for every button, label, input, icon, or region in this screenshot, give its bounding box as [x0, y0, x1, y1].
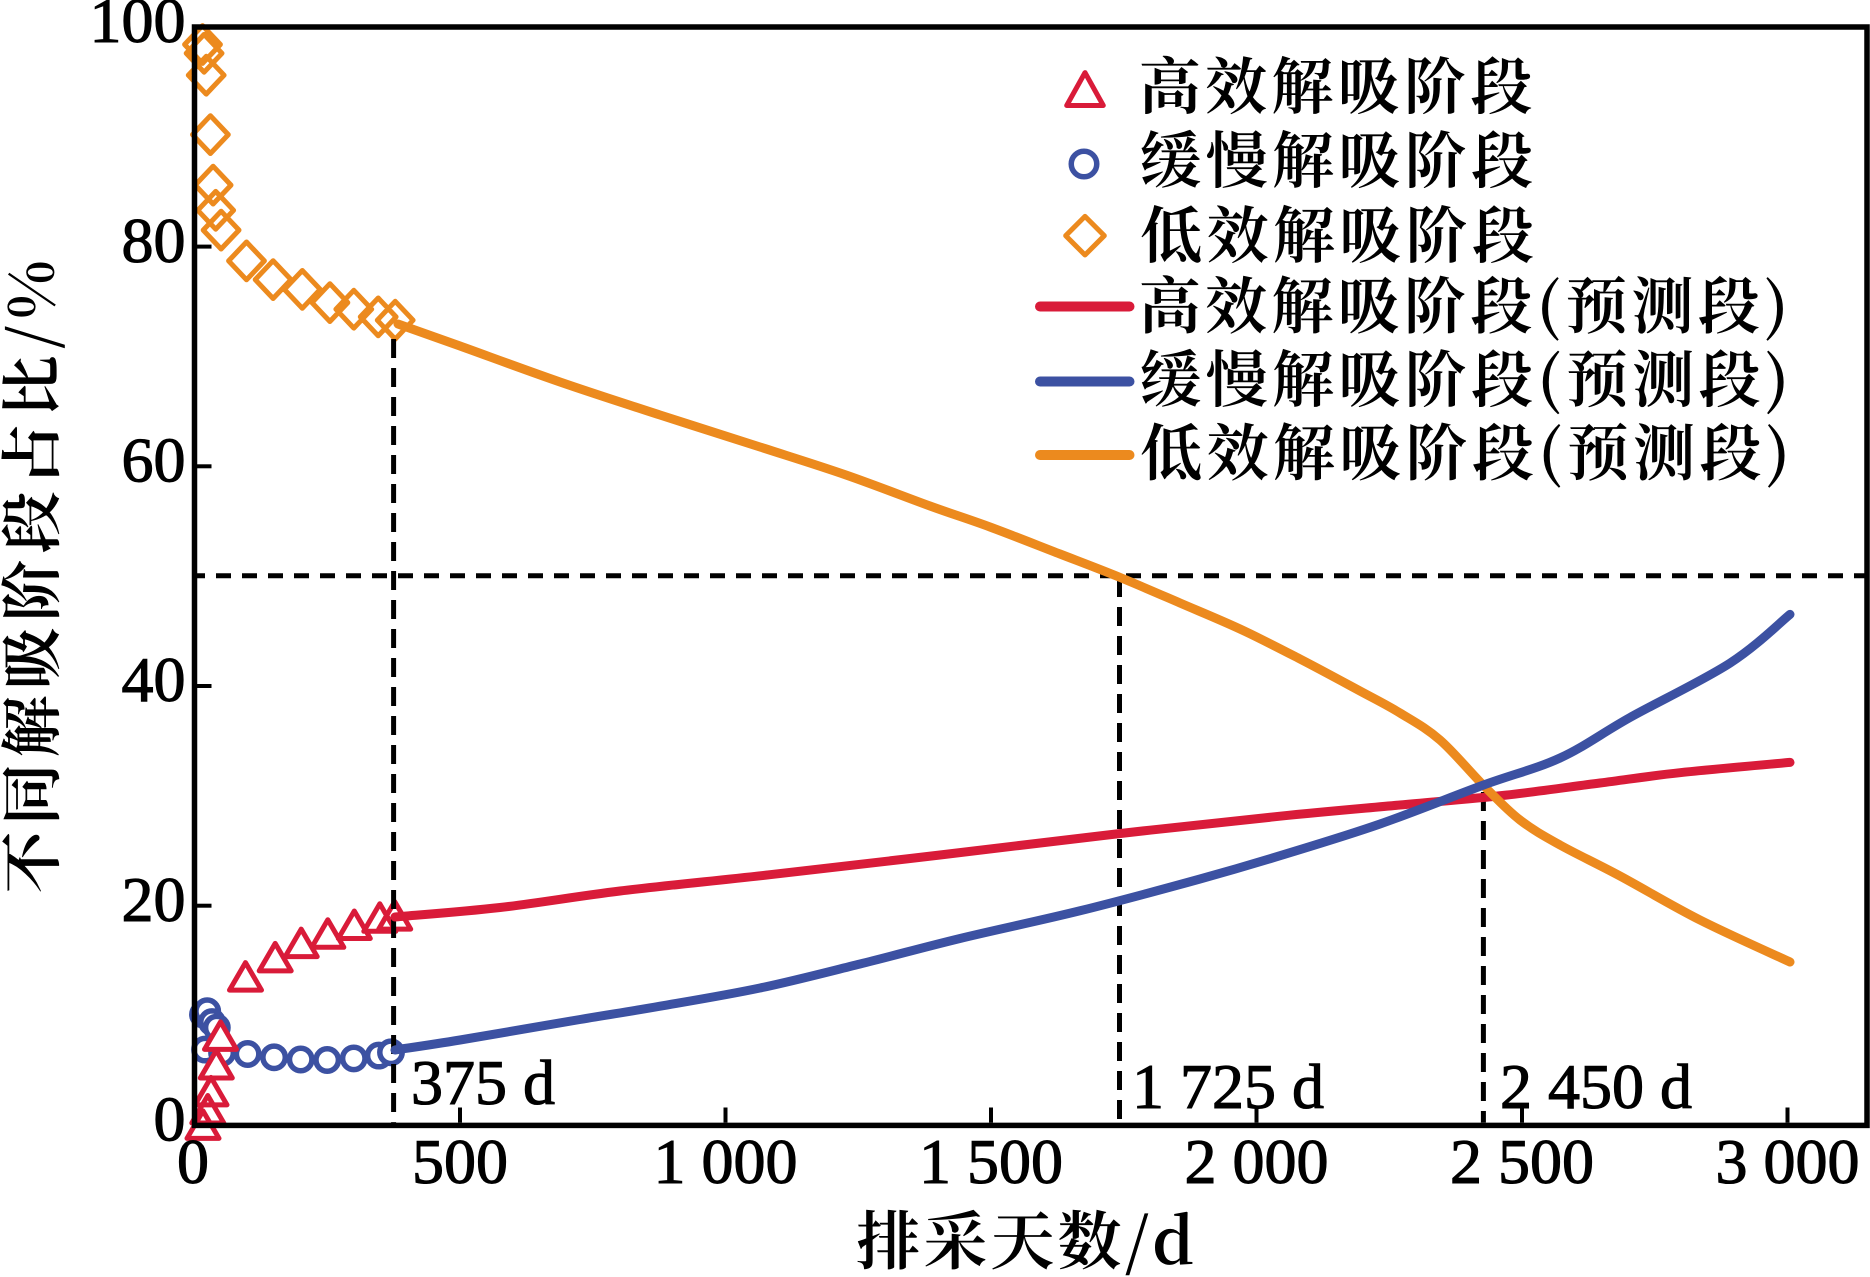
svg-text:0: 0	[177, 1126, 209, 1197]
svg-text:500: 500	[412, 1126, 508, 1197]
svg-text:80: 80	[122, 205, 186, 276]
svg-text:3 000: 3 000	[1716, 1126, 1860, 1197]
svg-text:0: 0	[154, 1084, 186, 1155]
svg-text:1 725 d: 1 725 d	[1132, 1051, 1324, 1122]
svg-text:1 000: 1 000	[654, 1126, 798, 1197]
svg-text:375 d: 375 d	[411, 1047, 555, 1118]
svg-text:2 000: 2 000	[1185, 1126, 1329, 1197]
svg-text:2 500: 2 500	[1450, 1126, 1594, 1197]
svg-text:40: 40	[122, 644, 186, 715]
svg-text:2 450 d: 2 450 d	[1500, 1051, 1692, 1122]
svg-text:60: 60	[122, 425, 186, 496]
svg-text:100: 100	[90, 0, 186, 56]
svg-text:20: 20	[122, 864, 186, 935]
svg-text:1 500: 1 500	[919, 1126, 1063, 1197]
